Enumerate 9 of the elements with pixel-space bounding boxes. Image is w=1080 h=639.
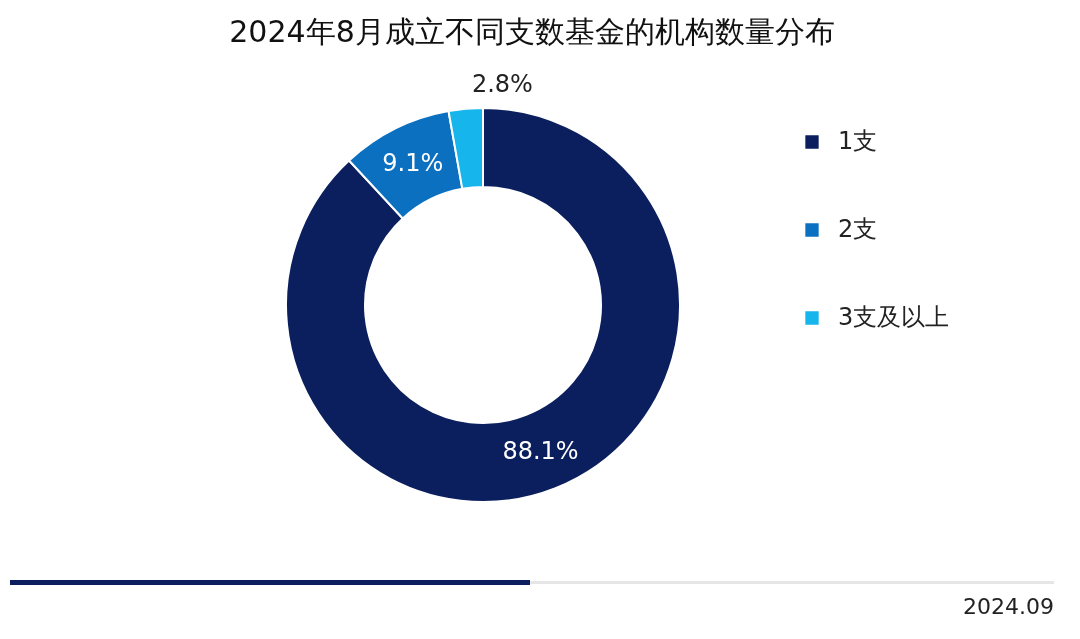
donut-slice bbox=[285, 107, 681, 503]
legend-label: 1支 bbox=[838, 127, 878, 155]
data-label: 88.1% bbox=[502, 436, 579, 465]
legend-label: 3支及以上 bbox=[838, 303, 950, 331]
legend-label: 2支 bbox=[838, 215, 878, 243]
chart-title: 2024年8月成立不同支数基金的机构数量分布 bbox=[229, 14, 835, 49]
data-label: 9.1% bbox=[382, 149, 444, 177]
data-label: 2.8% bbox=[471, 69, 533, 98]
text: 2024.09 bbox=[963, 594, 1054, 619]
